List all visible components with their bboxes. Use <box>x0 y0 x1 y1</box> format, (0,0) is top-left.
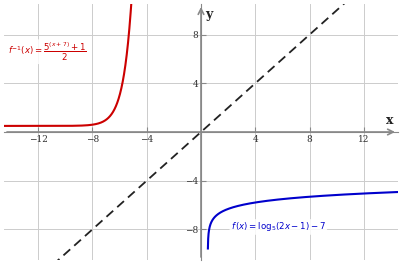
Text: $f^{-1}(x)=\dfrac{5^{(x+7)}+1}{2}$: $f^{-1}(x)=\dfrac{5^{(x+7)}+1}{2}$ <box>8 41 87 63</box>
Text: x: x <box>385 114 393 127</box>
Text: $f\,(x)=\log_5\!\left(2x-1\right)-7$: $f\,(x)=\log_5\!\left(2x-1\right)-7$ <box>230 220 325 233</box>
Text: y: y <box>205 8 212 21</box>
